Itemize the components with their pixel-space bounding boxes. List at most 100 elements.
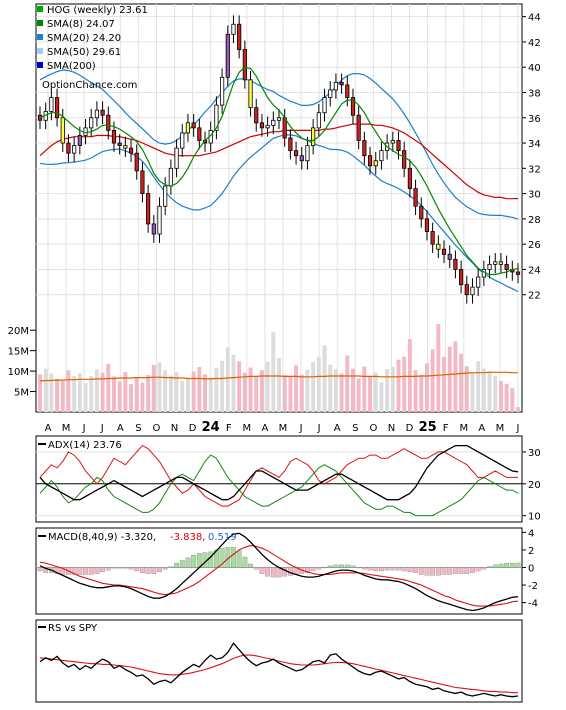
- macd-hist-bar: [344, 564, 350, 568]
- volume-bar: [259, 370, 264, 412]
- candle-body: [453, 258, 458, 270]
- candle-body: [265, 124, 270, 129]
- rs-title-text: RS vs SPY: [48, 623, 98, 634]
- x-tick-label: A: [45, 423, 52, 434]
- x-tick-label: M: [62, 423, 71, 434]
- volume-bar: [447, 346, 452, 412]
- candle-body: [362, 140, 367, 157]
- candle-body: [49, 97, 54, 112]
- macd-hist-bar: [305, 567, 310, 573]
- macd-hist-bar: [515, 562, 521, 568]
- macd-hist-bar: [83, 567, 88, 575]
- volume-bar: [191, 371, 196, 412]
- candle-body: [242, 49, 247, 81]
- volume-bar: [157, 362, 162, 412]
- volume-bar: [516, 407, 520, 412]
- volume-bar: [322, 345, 327, 412]
- macd-hist-bar: [458, 567, 464, 574]
- candle-body: [123, 145, 128, 149]
- candle-body: [146, 193, 151, 225]
- macd-hist-bar: [231, 547, 236, 568]
- macd-hist-bar: [54, 567, 60, 574]
- candle-body: [464, 284, 469, 296]
- volume-bar: [493, 376, 498, 412]
- volume-bar: [197, 367, 202, 412]
- volume-bar: [436, 324, 441, 412]
- adx-line: [39, 444, 519, 501]
- adx-tick-label: 10: [528, 512, 541, 523]
- macd-hist-bar: [100, 567, 105, 573]
- candle-body: [276, 117, 282, 121]
- candle-body: [413, 188, 418, 207]
- macd-hist-bar: [162, 567, 168, 570]
- candle-body: [424, 218, 430, 232]
- volume-bar: [476, 361, 481, 412]
- candle-body: [163, 185, 168, 207]
- volume-bar: [288, 376, 293, 412]
- candle-body: [350, 97, 356, 116]
- y-tick-label: 28: [528, 215, 541, 226]
- macd-hist-bar: [145, 567, 151, 574]
- volume-bar: [442, 356, 446, 412]
- macd-hist-bar: [208, 551, 214, 568]
- macd-hist-bar: [384, 567, 390, 571]
- candle-body: [197, 127, 202, 141]
- x-tick-label: A: [117, 423, 124, 434]
- volume-bar: [231, 354, 236, 412]
- candle-body: [322, 97, 327, 114]
- adx-layer: [39, 444, 519, 517]
- volume-bar: [242, 372, 247, 412]
- candle-body: [316, 112, 321, 129]
- volume-bar: [277, 358, 281, 412]
- legend-swatch-hog: [37, 6, 43, 12]
- macd-signal-line: [39, 545, 519, 607]
- volume-bar: [299, 374, 304, 412]
- candle-body: [157, 205, 162, 235]
- volume-bar: [373, 372, 378, 412]
- volume-bar: [339, 373, 344, 412]
- x-tick-label: A: [262, 423, 269, 434]
- candle-body: [111, 129, 117, 144]
- candle-body: [117, 142, 122, 146]
- candle-body: [311, 127, 316, 146]
- macd-hist-bar: [390, 567, 396, 571]
- volume-bar: [203, 374, 207, 412]
- candle-body: [476, 276, 481, 288]
- candle-body: [402, 150, 407, 169]
- volume-bar: [43, 368, 48, 412]
- macd-hist-bar: [242, 556, 248, 568]
- candle-body: [282, 117, 287, 139]
- candle-body: [436, 243, 441, 250]
- candle-body: [89, 117, 94, 129]
- candle-body: [430, 231, 435, 245]
- legend-sma8: SMA(8) 24.07: [47, 19, 115, 30]
- volume-bar: [464, 366, 469, 412]
- x-tick-label: M: [243, 423, 252, 434]
- macd-hist-bar: [322, 567, 327, 569]
- candle-body: [54, 97, 60, 119]
- candle-body: [271, 119, 276, 126]
- volume-bar: [72, 376, 77, 412]
- legend-swatch-sma50: [37, 48, 43, 54]
- x-tick-label: D: [406, 423, 414, 434]
- candle-body: [140, 170, 145, 195]
- candle-body: [180, 132, 185, 149]
- macd-hist-bar: [111, 567, 117, 569]
- macd-hist-bar: [122, 567, 128, 569]
- volume-bar: [294, 365, 299, 412]
- volume-bar: [254, 376, 259, 412]
- candle-body: [345, 84, 350, 98]
- adx-tick-label: 20: [528, 480, 541, 491]
- macd-hist-bar: [185, 557, 191, 568]
- macd-hist-bar: [134, 567, 140, 572]
- macd-hist-bar: [356, 567, 362, 569]
- candle-body: [248, 79, 253, 109]
- macd-hist-bar: [270, 567, 276, 578]
- macd-hist-bar: [168, 566, 174, 568]
- y-tick-label: 22: [528, 291, 541, 302]
- volume-bar: [146, 375, 151, 412]
- y-tick-label: 42: [528, 38, 541, 49]
- macd-hist-bar: [470, 567, 475, 573]
- volume-bar: [83, 383, 88, 412]
